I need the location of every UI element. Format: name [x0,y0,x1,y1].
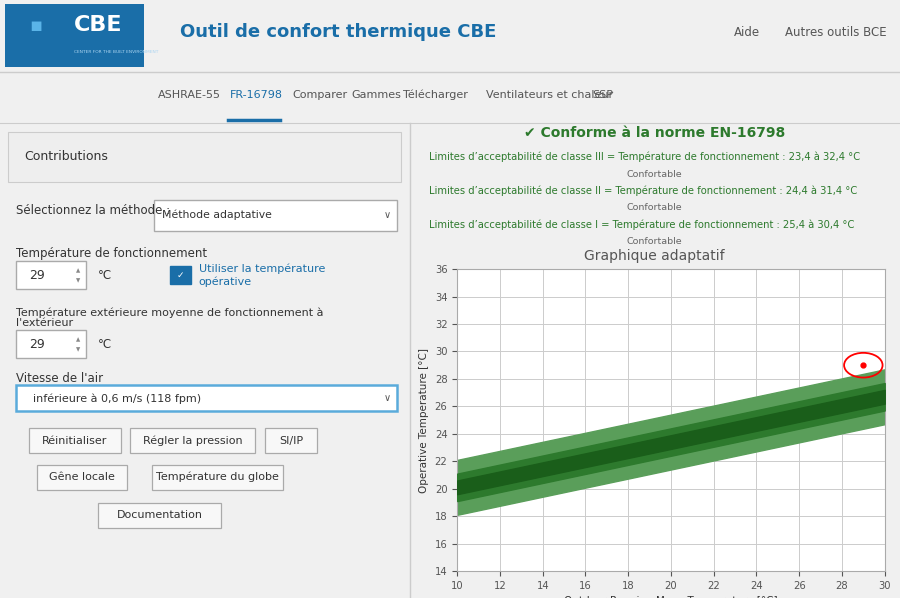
Text: Limites d’acceptabilité de classe III = Température de fonctionnement : 23,4 à 3: Limites d’acceptabilité de classe III = … [429,151,860,161]
Text: ▪: ▪ [30,16,42,35]
Text: Régler la pression: Régler la pression [143,435,242,446]
FancyBboxPatch shape [154,200,397,230]
Y-axis label: Operative Temperature [°C]: Operative Temperature [°C] [419,347,429,493]
Text: 29: 29 [29,269,45,282]
Text: l'extérieur: l'extérieur [16,318,74,328]
Text: Confortable: Confortable [627,170,682,179]
Text: Confortable: Confortable [627,237,682,246]
Text: Utiliser la température: Utiliser la température [199,264,325,274]
Text: Télécharger: Télécharger [403,89,468,100]
Text: Autres outils BCE: Autres outils BCE [785,26,886,39]
Text: Ventilateurs et chaleur: Ventilateurs et chaleur [486,90,613,100]
Text: Gammes: Gammes [351,90,400,100]
Text: Sélectionnez la méthode :: Sélectionnez la méthode : [16,204,170,217]
Text: Limites d’acceptabilité de classe II = Température de fonctionnement : 24,4 à 31: Limites d’acceptabilité de classe II = T… [429,185,858,196]
Text: Réinitialiser: Réinitialiser [42,435,107,446]
Text: ▲: ▲ [76,268,80,273]
Text: inférieure à 0,6 m/s (118 fpm): inférieure à 0,6 m/s (118 fpm) [32,393,201,404]
Text: SI/IP: SI/IP [279,435,303,446]
Text: Méthode adaptative: Méthode adaptative [162,209,272,220]
Text: Température de fonctionnement: Température de fonctionnement [16,247,208,260]
FancyBboxPatch shape [266,428,317,453]
FancyBboxPatch shape [16,385,397,411]
Text: ▲: ▲ [76,337,80,342]
Text: °C: °C [98,338,112,350]
Text: Vitesse de l'air: Vitesse de l'air [16,372,104,385]
Text: Contributions: Contributions [24,150,108,163]
Text: ▼: ▼ [76,347,80,352]
Text: Limites d’acceptabilité de classe I = Température de fonctionnement : 25,4 à 30,: Limites d’acceptabilité de classe I = Te… [429,219,854,230]
Text: ✓: ✓ [176,271,184,280]
Text: ∨: ∨ [383,210,391,220]
Text: Graphique adaptatif: Graphique adaptatif [584,249,725,263]
Text: 29: 29 [29,338,45,350]
FancyBboxPatch shape [4,4,144,68]
Text: Aide: Aide [734,26,760,39]
FancyBboxPatch shape [37,465,127,490]
Text: Documentation: Documentation [117,510,202,520]
X-axis label: Outdoor Running Mean Temperature [°C]: Outdoor Running Mean Temperature [°C] [564,596,778,598]
FancyBboxPatch shape [16,261,86,289]
Text: °C: °C [98,269,112,282]
Text: Confortable: Confortable [627,203,682,212]
FancyBboxPatch shape [16,330,86,358]
Text: Température extérieure moyenne de fonctionnement à: Température extérieure moyenne de foncti… [16,307,324,318]
FancyBboxPatch shape [98,503,221,527]
Text: SSP: SSP [592,90,613,100]
Text: ∨: ∨ [383,393,391,403]
Text: CENTER FOR THE BUILT ENVIRONMENT: CENTER FOR THE BUILT ENVIRONMENT [74,50,158,54]
Text: ASHRAE-55: ASHRAE-55 [158,90,220,100]
Text: FR-16798: FR-16798 [230,90,283,100]
FancyBboxPatch shape [151,465,283,490]
FancyBboxPatch shape [170,266,191,284]
FancyBboxPatch shape [130,428,255,453]
Text: Outil de confort thermique CBE: Outil de confort thermique CBE [180,23,497,41]
Text: ▼: ▼ [76,278,80,283]
Text: Gêne locale: Gêne locale [49,472,115,482]
Text: ✔ Conforme à la norme EN-16798: ✔ Conforme à la norme EN-16798 [524,126,786,140]
Text: CBE: CBE [74,15,122,35]
FancyBboxPatch shape [29,428,121,453]
FancyBboxPatch shape [8,132,401,182]
Text: Comparer: Comparer [292,90,347,100]
Text: Température du globe: Température du globe [156,472,278,483]
Text: opérative: opérative [199,276,252,286]
